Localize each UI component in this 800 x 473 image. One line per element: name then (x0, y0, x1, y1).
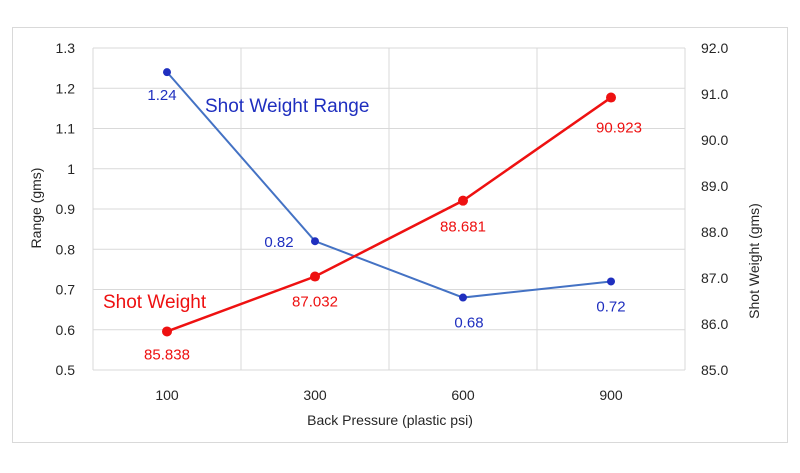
series-name-shot-weight: Shot Weight (103, 292, 207, 313)
data-point-shot-weight-range (311, 237, 319, 246)
left-y-tick-label: 0.5 (56, 362, 76, 378)
data-label-shot-weight: 85.838 (144, 346, 190, 363)
left-y-tick-label: 0.6 (56, 322, 76, 338)
x-tick-label: 900 (599, 387, 623, 403)
data-labels: 1.24 0.82 0.68 0.72 85.838 87.032 88.681 90.923 (144, 87, 642, 363)
data-label-shot-weight-range: 0.72 (596, 298, 625, 315)
right-y-tick-label: 85.0 (701, 362, 728, 378)
data-label-shot-weight: 87.032 (292, 294, 338, 311)
series-line-shot-weight (166, 96, 612, 333)
series-layer (162, 68, 616, 337)
right-y-tick-label: 91.0 (701, 86, 728, 102)
data-point-shot-weight-range (163, 68, 171, 77)
data-point-shot-weight (606, 92, 616, 103)
right-y-tick-label: 90.0 (701, 132, 728, 148)
right-y-tick-labels: 85.0 86.0 87.0 88.0 89.0 90.0 91.0 92.0 (701, 40, 728, 378)
right-y-tick-label: 89.0 (701, 178, 728, 194)
right-y-tick-label: 88.0 (701, 224, 728, 240)
gridlines (92, 47, 686, 371)
left-y-tick-label: 0.8 (56, 241, 76, 257)
data-label-shot-weight-range: 0.68 (454, 315, 483, 332)
right-y-axis-title: Shot Weight (gms) (746, 203, 762, 319)
x-tick-label: 100 (155, 387, 179, 403)
data-label-shot-weight: 90.923 (596, 120, 642, 137)
series-line-shot-weight-range (166, 71, 612, 299)
left-y-tick-label: 0.9 (56, 201, 76, 217)
left-y-tick-label: 1 (67, 161, 75, 177)
data-label-shot-weight: 88.681 (440, 219, 486, 236)
data-point-shot-weight-range (459, 293, 467, 302)
chart-svg: 100 300 600 900 0.5 0.6 0.7 0.8 0.9 1 1.1 1.2 1.3 8… (28, 40, 762, 428)
left-y-axis-title: Range (gms) (28, 168, 44, 249)
data-label-shot-weight-range: 0.82 (264, 234, 293, 251)
right-y-tick-label: 92.0 (701, 40, 728, 56)
chart-frame: 100 300 600 900 0.5 0.6 0.7 0.8 0.9 1 1.1 1.2 1.3 8… (12, 27, 788, 443)
left-y-tick-label: 1.2 (56, 80, 76, 96)
data-point-shot-weight-range (607, 277, 615, 286)
x-axis-title: Back Pressure (plastic psi) (307, 412, 473, 428)
data-point-shot-weight (458, 195, 468, 206)
right-y-tick-label: 87.0 (701, 270, 728, 286)
left-y-tick-label: 1.3 (56, 40, 76, 56)
data-label-shot-weight-range: 1.24 (147, 87, 176, 104)
x-tick-labels: 100 300 600 900 (155, 387, 623, 403)
left-y-tick-label: 0.7 (56, 282, 76, 298)
left-y-tick-labels: 0.5 0.6 0.7 0.8 0.9 1 1.1 1.2 1.3 (56, 40, 76, 378)
data-point-shot-weight (162, 326, 172, 337)
series-name-shot-weight-range: Shot Weight Range (205, 96, 369, 117)
x-tick-label: 300 (303, 387, 327, 403)
right-y-tick-label: 86.0 (701, 316, 728, 332)
left-y-tick-label: 1.1 (56, 121, 76, 137)
x-tick-label: 600 (451, 387, 475, 403)
data-point-shot-weight (310, 271, 320, 282)
